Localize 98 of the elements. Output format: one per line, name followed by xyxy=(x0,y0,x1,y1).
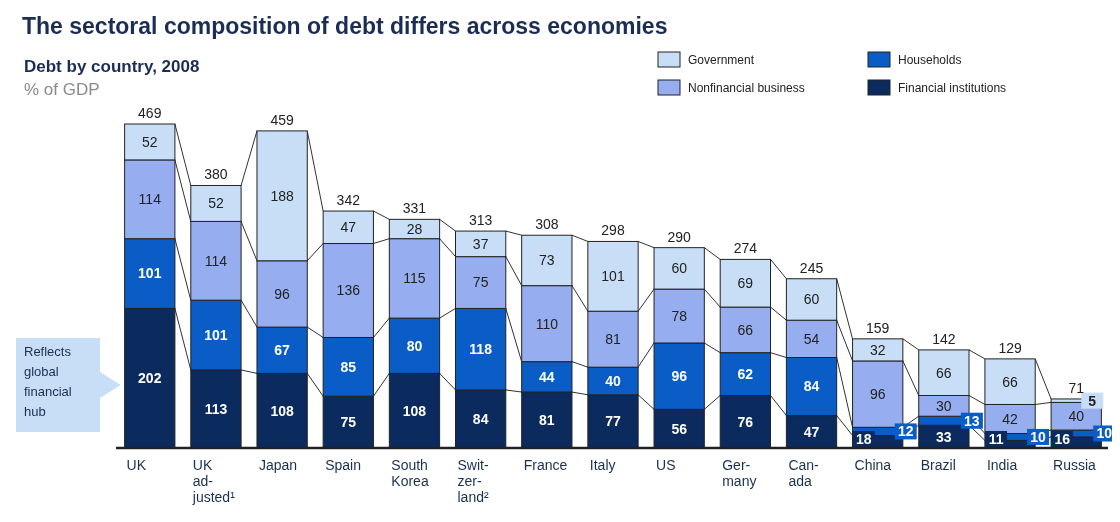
total-label: 308 xyxy=(535,216,559,233)
data-label: 33 xyxy=(936,428,952,445)
total-label: 290 xyxy=(667,228,692,245)
data-label: 52 xyxy=(208,195,224,212)
data-label: 16 xyxy=(1054,430,1071,447)
data-label: 96 xyxy=(671,368,688,385)
chart-title: The sectoral composition of debt differs across economies xyxy=(22,13,668,39)
data-label: 5 xyxy=(1088,392,1097,409)
data-label: 108 xyxy=(270,402,295,419)
x-tick-label: Ger-many xyxy=(722,457,757,489)
y-axis-title: % of GDP xyxy=(24,80,100,99)
data-label: 37 xyxy=(472,235,489,252)
x-tick-label: Swit-zer-land² xyxy=(457,457,489,505)
data-label: 60 xyxy=(803,291,820,308)
data-label: 18 xyxy=(855,430,872,447)
data-label: 202 xyxy=(138,370,162,387)
total-label: 245 xyxy=(799,259,824,276)
data-label: 96 xyxy=(869,386,886,403)
x-tick-label: Russia xyxy=(1053,457,1097,473)
data-label: 81 xyxy=(605,331,621,348)
data-label: 136 xyxy=(336,282,361,299)
x-tick-label: China xyxy=(854,457,892,473)
total-label: 142 xyxy=(932,330,956,347)
data-label: 80 xyxy=(406,337,423,354)
data-label: 73 xyxy=(539,252,555,269)
data-label: 11 xyxy=(988,430,1004,447)
data-label: 67 xyxy=(274,342,291,359)
x-tick-label: South Korea xyxy=(391,457,429,489)
data-label: 118 xyxy=(469,341,493,358)
data-label: 101 xyxy=(601,268,625,285)
total-label: 71 xyxy=(1068,379,1085,396)
data-label: 13 xyxy=(964,412,980,429)
data-label: 75 xyxy=(472,274,489,291)
data-label: 40 xyxy=(1068,408,1085,425)
x-tick-label: Can-ada xyxy=(788,457,820,489)
total-label: 298 xyxy=(601,222,625,239)
data-label: 108 xyxy=(402,402,427,419)
x-tick-label: India xyxy=(986,457,1018,473)
data-label: 101 xyxy=(204,326,228,343)
data-label: 12 xyxy=(897,423,914,440)
x-tick-label: Brazil xyxy=(920,457,956,473)
legend-label: Financial institutions xyxy=(898,81,1007,95)
data-label: 66 xyxy=(936,364,952,381)
chart-subtitle: Debt by country, 2008 xyxy=(24,57,200,76)
x-tick-label: UK xyxy=(126,457,147,473)
total-label: 380 xyxy=(204,166,228,183)
data-label: 113 xyxy=(204,400,228,417)
data-label: 115 xyxy=(403,270,426,287)
data-label: 75 xyxy=(340,413,357,430)
total-label: 459 xyxy=(270,111,295,128)
data-label: 54 xyxy=(803,330,820,347)
data-label: 77 xyxy=(605,413,621,430)
legend-label: Government xyxy=(688,53,755,67)
data-label: 52 xyxy=(141,133,158,150)
text: Reflects global financial hub xyxy=(24,344,72,419)
data-label: 101 xyxy=(138,265,162,282)
data-label: 60 xyxy=(671,260,688,277)
x-tick-label: Italy xyxy=(589,457,616,473)
data-label: 78 xyxy=(671,307,688,324)
data-label: 66 xyxy=(737,321,754,338)
total-label: 274 xyxy=(733,240,758,257)
total-label: 331 xyxy=(402,200,427,217)
data-label: 40 xyxy=(605,372,621,389)
data-label: 96 xyxy=(274,285,291,302)
total-label: 313 xyxy=(468,212,493,229)
total-label: 469 xyxy=(138,105,162,121)
data-label: 66 xyxy=(1002,373,1019,390)
data-label: 81 xyxy=(539,411,555,428)
data-label: 85 xyxy=(340,358,357,375)
data-label: 110 xyxy=(535,315,559,332)
data-label: 47 xyxy=(340,219,357,236)
legend-label: Nonfinancial business xyxy=(688,81,805,95)
x-tick-label: US xyxy=(656,457,676,473)
data-label: 28 xyxy=(406,220,423,237)
x-tick-label: Spain xyxy=(325,457,361,473)
x-tick-label: France xyxy=(523,457,568,473)
data-label: 44 xyxy=(539,368,555,385)
total-label: 342 xyxy=(336,192,361,209)
data-label: 30 xyxy=(936,397,952,414)
total-label: 159 xyxy=(866,319,890,336)
data-label: 84 xyxy=(803,378,820,395)
data-label: 10 xyxy=(1030,428,1047,445)
x-tick-label: Japan xyxy=(258,457,298,473)
total-label: 129 xyxy=(998,339,1022,356)
data-label: 56 xyxy=(671,420,688,437)
data-label: 76 xyxy=(737,413,754,430)
data-label: 42 xyxy=(1002,410,1019,427)
data-label: 114 xyxy=(204,252,228,269)
data-label: 32 xyxy=(869,341,886,358)
x-tick-label: UK ad-justed¹ xyxy=(191,457,236,505)
data-label: 47 xyxy=(803,423,820,440)
legend-label: Households xyxy=(898,53,962,67)
data-label: 114 xyxy=(138,191,162,208)
data-label: 188 xyxy=(270,187,295,204)
data-label: 10 xyxy=(1096,425,1113,442)
data-label: 62 xyxy=(737,365,754,382)
data-label: 84 xyxy=(472,410,489,427)
data-label: 69 xyxy=(737,275,754,292)
